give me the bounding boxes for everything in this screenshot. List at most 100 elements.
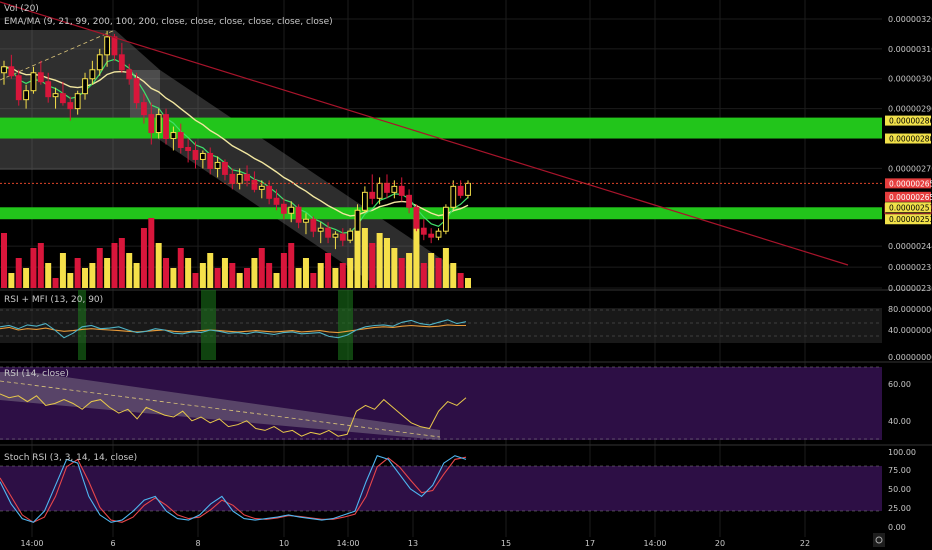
candle-body: [266, 185, 273, 199]
price-tick-label: 0.00000290: [888, 105, 932, 114]
candle-body: [361, 191, 368, 211]
candle-body: [207, 152, 214, 169]
candle-body: [148, 114, 155, 134]
ema-slow: [3, 66, 469, 217]
indicator-bands: [0, 290, 882, 512]
support-zone: [0, 117, 882, 139]
volume-bar: [89, 263, 96, 288]
volume-bar: [170, 268, 177, 288]
candle-body: [155, 114, 162, 134]
volume-bar: [214, 268, 221, 288]
volume-bar: [52, 278, 59, 288]
candle-body: [457, 185, 464, 196]
candle-body: [288, 206, 295, 214]
volume-bar: [398, 258, 405, 288]
rsi-band: [0, 367, 882, 440]
volume-bar: [1, 233, 7, 288]
time-tick-label: 15: [501, 539, 511, 548]
candle-body: [376, 182, 383, 199]
volume-bar: [23, 268, 30, 288]
price-tag-box: [885, 191, 931, 202]
volume-bar: [295, 268, 302, 288]
candle-body: [214, 161, 221, 169]
price-tag-box: [885, 202, 931, 213]
candle-body: [280, 203, 287, 214]
rsi-tick-label: 40.00: [888, 417, 911, 426]
candle-body: [413, 206, 420, 229]
rsimfi-highlight: [338, 290, 353, 360]
volume-bar: [236, 273, 243, 288]
candle-body: [104, 36, 111, 56]
candle-body: [45, 81, 52, 98]
candle-body: [435, 230, 442, 238]
stoch-tick-label: 50.00: [888, 485, 911, 494]
candle-body: [391, 185, 398, 193]
candle-body: [118, 54, 125, 71]
volume-bar: [325, 253, 332, 288]
volume-bar: [354, 218, 361, 288]
price-tag-label: 0.00000280: [889, 135, 932, 144]
volume-bar: [30, 248, 37, 288]
price-tag-box: [885, 214, 931, 225]
stoch-k-line: [0, 455, 467, 523]
candle-body: [126, 69, 133, 80]
volume-bar: [361, 228, 368, 288]
time-tick-label: 8: [195, 539, 200, 548]
candle-body: [52, 93, 59, 98]
resistance-trendline: [0, 1, 849, 266]
volume-bar: [413, 218, 420, 288]
volume-bar: [317, 263, 324, 288]
stoch-tick-label: 75.00: [888, 466, 911, 475]
candle-body: [317, 227, 324, 232]
candle-body: [420, 227, 427, 235]
candle-body: [465, 182, 471, 196]
volume-bar: [420, 263, 427, 288]
ema-fast: [3, 58, 469, 234]
volume-bar: [347, 258, 354, 288]
stoch-tick-label: 100.00: [888, 448, 916, 457]
candle-body: [258, 185, 265, 190]
volume-bar: [273, 273, 280, 288]
candle-body: [369, 191, 376, 199]
volume-bar: [59, 253, 66, 288]
candle-body: [354, 209, 361, 232]
candle-body: [303, 218, 309, 223]
rsi-legend: RSI (14, close): [4, 369, 69, 379]
candlesticks: [1, 30, 471, 250]
gear-icon: [875, 536, 883, 544]
stoch-d-line: [0, 456, 467, 523]
volume-bar: [45, 263, 52, 288]
volume-bar: [207, 253, 214, 288]
rsimfi-highlight: [201, 290, 216, 360]
rsimfi-tick-label: 80.00000000: [888, 305, 932, 314]
rsimfi-tick-label: 40.00000000: [888, 326, 932, 335]
volume-bar: [428, 253, 435, 288]
candle-body: [347, 230, 354, 241]
candle-body: [295, 206, 302, 223]
candle-body: [325, 227, 331, 238]
candle-body: [177, 132, 184, 148]
candle-body: [89, 69, 96, 80]
stoch-band: [0, 466, 882, 511]
time-tick-label: 13: [408, 539, 418, 548]
time-tick-label: 10: [279, 539, 289, 548]
volume-bar: [280, 253, 287, 288]
rsi-mfi-line: [0, 319, 467, 339]
price-tag-label: 0.00000253: [889, 215, 932, 224]
rsi-line: [0, 393, 467, 437]
candle-body: [406, 194, 412, 208]
price-tag-label: 0.00000257: [889, 203, 932, 212]
price-tag-label: 0.00000265: [889, 179, 932, 188]
candle-body: [1, 66, 7, 74]
candle-body: [229, 173, 236, 184]
volume-bar: [163, 258, 170, 288]
volume-bar: [369, 243, 376, 288]
volume-bar: [82, 268, 89, 288]
price-tick-label: 0.00000310: [888, 45, 932, 54]
volume-bar: [302, 258, 309, 288]
volume-bar: [199, 263, 206, 288]
support-zone: [0, 207, 882, 220]
price-tag-box: [885, 178, 931, 189]
ema-legend: EMA/MA (9, 21, 99, 200, 100, 200, close,…: [4, 17, 333, 27]
